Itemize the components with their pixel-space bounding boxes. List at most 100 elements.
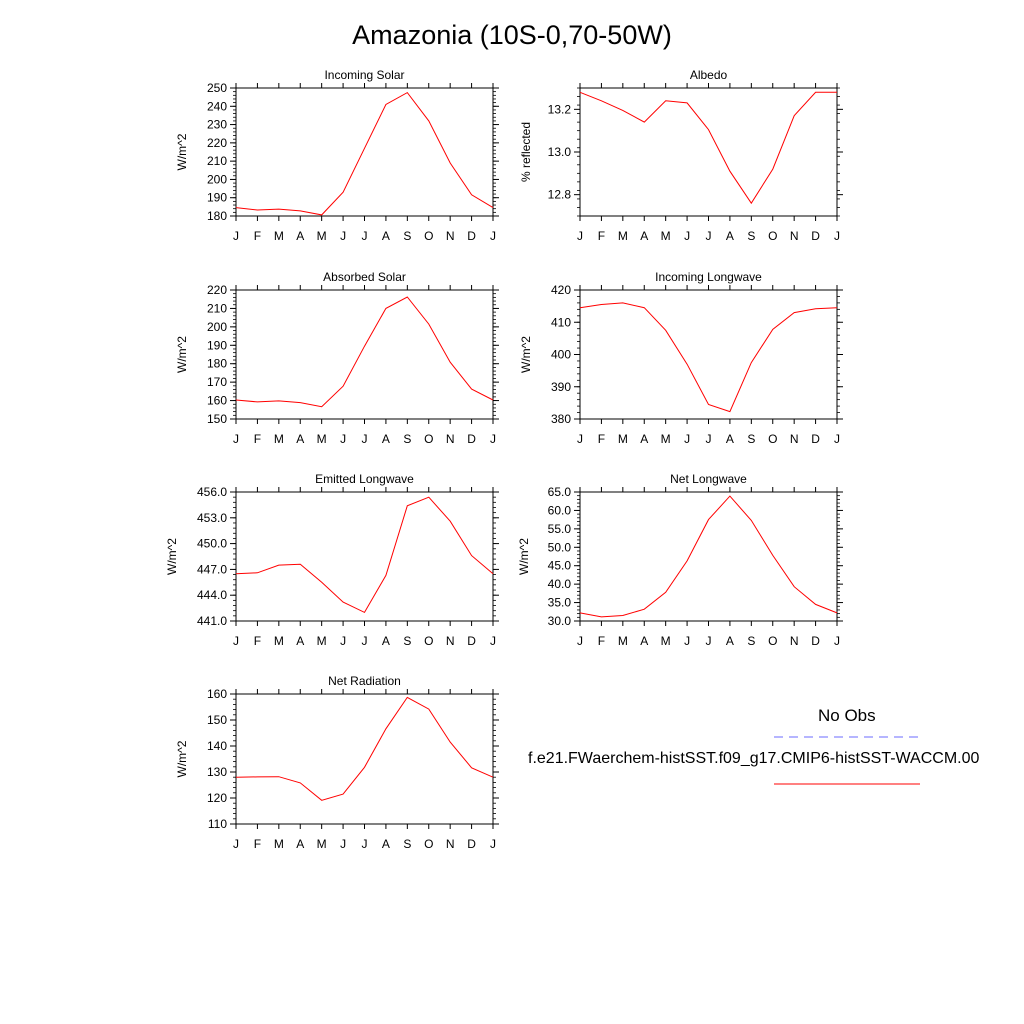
incoming-solar-ytick-label: 250	[207, 81, 227, 95]
emitted-longwave-ytick-label: 441.0	[197, 614, 227, 628]
absorbed-solar-xtick-label: J	[490, 432, 496, 446]
incoming-longwave-xtick-label: O	[768, 432, 777, 446]
absorbed-solar-ytick-label: 220	[207, 283, 227, 297]
emitted-longwave-title: Emitted Longwave	[315, 472, 414, 486]
albedo-ytick-label: 13.0	[548, 145, 572, 159]
emitted-longwave-series-line	[235, 496, 494, 614]
incoming-solar-xtick-label: M	[317, 229, 327, 243]
incoming-solar-title: Incoming Solar	[324, 68, 404, 82]
absorbed-solar-xtick-label: M	[317, 432, 327, 446]
incoming-longwave-xtick-label: D	[811, 432, 820, 446]
net-radiation-xtick-label: M	[274, 837, 284, 851]
emitted-longwave-ylabel: W/m^2	[165, 538, 179, 575]
emitted-longwave-xtick-label: D	[467, 634, 476, 648]
albedo-xtick-label: M	[661, 229, 671, 243]
incoming-longwave-xtick-label: F	[598, 432, 605, 446]
incoming-solar-ytick-label: 190	[207, 191, 227, 205]
emitted-longwave-xtick-label: O	[424, 634, 433, 648]
absorbed-solar-xtick-label: O	[424, 432, 433, 446]
net-longwave-xtick-label: F	[598, 634, 605, 648]
net-longwave-series-line	[579, 495, 838, 618]
net-longwave-xtick-label: J	[684, 634, 690, 648]
emitted-longwave-ytick-label: 453.0	[197, 511, 227, 525]
incoming-solar-ytick-label: 200	[207, 172, 227, 186]
net-longwave-xtick-label: S	[747, 634, 755, 648]
incoming-solar-xtick-label: D	[467, 229, 476, 243]
net-longwave-xtick-label: N	[790, 634, 799, 648]
net-longwave-xtick-label: A	[640, 634, 648, 648]
absorbed-solar-ytick-label: 200	[207, 320, 227, 334]
net-radiation-xtick-label: N	[446, 837, 455, 851]
incoming-longwave-xtick-label: M	[661, 432, 671, 446]
net-radiation-series-line	[235, 696, 494, 801]
incoming-longwave-xtick-label: N	[790, 432, 799, 446]
absorbed-solar-ytick-label: 180	[207, 357, 227, 371]
net-longwave-xtick-label: M	[661, 634, 671, 648]
legend-model-line	[774, 783, 920, 785]
albedo-xtick-label: N	[790, 229, 799, 243]
absorbed-solar-xtick-label: S	[403, 432, 411, 446]
emitted-longwave-ytick-label: 450.0	[197, 537, 227, 551]
emitted-longwave-xtick-label: J	[362, 634, 368, 648]
incoming-longwave-ytick-label: 390	[551, 380, 571, 394]
net-longwave-ytick-label: 50.0	[548, 540, 572, 554]
net-longwave-xtick-label: A	[726, 634, 734, 648]
incoming-solar-xtick-label: M	[274, 229, 284, 243]
net-longwave-ytick-label: 40.0	[548, 577, 572, 591]
emitted-longwave-plot-frame	[235, 491, 494, 622]
net-longwave-xtick-label: J	[577, 634, 583, 648]
incoming-longwave-xtick-label: J	[684, 432, 690, 446]
incoming-longwave-title: Incoming Longwave	[655, 270, 762, 284]
absorbed-solar-xtick-label: J	[233, 432, 239, 446]
incoming-longwave-ytick-label: 420	[551, 283, 571, 297]
incoming-solar-ytick-label: 180	[207, 209, 227, 223]
absorbed-solar-ytick-label: 190	[207, 338, 227, 352]
net-longwave-xtick-label: M	[618, 634, 628, 648]
net-longwave-ytick-label: 30.0	[548, 614, 572, 628]
incoming-solar-xtick-label: O	[424, 229, 433, 243]
emitted-longwave-ytick-label: 456.0	[197, 485, 227, 499]
incoming-longwave-ytick-label: 380	[551, 412, 571, 426]
incoming-solar-xtick-label: N	[446, 229, 455, 243]
net-longwave-ytick-label: 65.0	[548, 485, 572, 499]
incoming-longwave-xtick-label: S	[747, 432, 755, 446]
legend-model-label: f.e21.FWaerchem-histSST.f09_g17.CMIP6-hi…	[528, 750, 980, 767]
albedo-xtick-label: F	[598, 229, 605, 243]
emitted-longwave-xtick-label: N	[446, 634, 455, 648]
absorbed-solar-xtick-label: J	[340, 432, 346, 446]
absorbed-solar-xtick-label: N	[446, 432, 455, 446]
net-radiation-xtick-label: J	[362, 837, 368, 851]
emitted-longwave-ytick-label: 444.0	[197, 588, 227, 602]
net-radiation-ytick-label: 160	[207, 687, 227, 701]
net-radiation-xtick-label: J	[340, 837, 346, 851]
albedo-series-line	[579, 91, 837, 205]
albedo-xtick-label: S	[747, 229, 755, 243]
albedo-ytick-label: 12.8	[548, 188, 572, 202]
net-longwave-title: Net Longwave	[670, 472, 747, 486]
albedo-ylabel: % reflected	[519, 122, 533, 182]
incoming-solar-ytick-label: 240	[207, 99, 227, 113]
absorbed-solar-ytick-label: 210	[207, 301, 227, 315]
net-radiation-xtick-label: S	[403, 837, 411, 851]
emitted-longwave-xtick-label: J	[233, 634, 239, 648]
albedo-ytick-label: 13.2	[548, 102, 572, 116]
net-radiation-xtick-label: M	[317, 837, 327, 851]
absorbed-solar-plot-frame	[235, 289, 494, 420]
albedo-xtick-label: A	[726, 229, 734, 243]
incoming-solar-xtick-label: J	[362, 229, 368, 243]
absorbed-solar-ytick-label: 170	[207, 375, 227, 389]
incoming-solar-series-line	[235, 91, 494, 216]
albedo-xtick-label: J	[577, 229, 583, 243]
net-longwave-ytick-label: 45.0	[548, 559, 572, 573]
incoming-longwave-ylabel: W/m^2	[519, 336, 533, 373]
incoming-longwave-xtick-label: A	[726, 432, 734, 446]
emitted-longwave-xtick-label: F	[254, 634, 261, 648]
emitted-longwave-xtick-label: M	[317, 634, 327, 648]
incoming-longwave-xtick-label: J	[706, 432, 712, 446]
incoming-longwave-xtick-label: J	[577, 432, 583, 446]
